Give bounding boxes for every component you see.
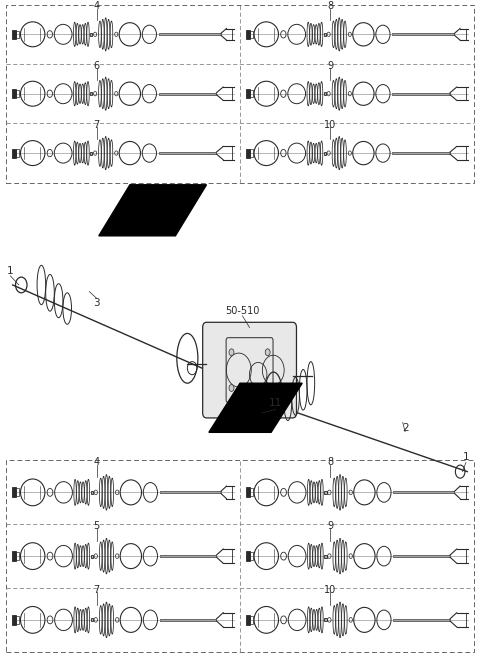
Text: 1: 1 (7, 266, 13, 275)
Bar (16, 150, 19, 157)
Bar (160, 555, 216, 558)
Bar (246, 148, 250, 158)
Bar (246, 488, 250, 498)
Bar (90, 33, 93, 36)
Bar (12, 30, 16, 39)
Bar (324, 33, 326, 36)
Text: 7: 7 (94, 585, 100, 595)
Bar (324, 554, 326, 558)
Circle shape (265, 349, 270, 356)
Text: 9: 9 (327, 61, 333, 71)
Text: 8: 8 (327, 1, 333, 11)
Bar (91, 554, 93, 558)
Bar (159, 93, 216, 95)
Circle shape (229, 349, 234, 356)
Bar (160, 619, 216, 621)
Text: 50-510: 50-510 (225, 306, 260, 316)
Bar (12, 148, 16, 158)
Bar (6, 5, 474, 183)
Text: 4: 4 (94, 1, 100, 11)
Bar (392, 152, 450, 154)
Text: 2: 2 (402, 423, 408, 433)
Bar (250, 552, 253, 560)
Text: 5: 5 (94, 521, 100, 531)
Bar (246, 30, 250, 39)
Bar (12, 615, 16, 625)
Text: 9: 9 (327, 521, 333, 531)
Bar (393, 619, 450, 621)
Text: 1: 1 (463, 452, 469, 462)
Bar (12, 488, 16, 498)
Bar (6, 461, 474, 652)
Circle shape (265, 385, 270, 391)
Text: 4: 4 (94, 457, 100, 467)
FancyBboxPatch shape (203, 322, 297, 418)
Bar (16, 552, 19, 560)
Bar (250, 31, 253, 38)
Bar (91, 618, 93, 621)
Bar (159, 152, 216, 154)
Bar (12, 551, 16, 561)
Text: 6: 6 (94, 61, 100, 71)
Bar (16, 31, 19, 38)
Circle shape (229, 385, 234, 391)
Text: 10: 10 (324, 120, 336, 130)
Bar (250, 90, 253, 98)
Bar (16, 488, 19, 496)
Bar (16, 90, 19, 98)
Bar (392, 34, 455, 36)
Bar (16, 616, 19, 624)
Text: 8: 8 (327, 457, 333, 467)
Bar (393, 555, 450, 558)
Text: 10: 10 (324, 585, 336, 595)
Polygon shape (99, 185, 206, 236)
Bar (250, 616, 253, 624)
Bar (246, 551, 250, 561)
Bar (393, 492, 455, 494)
Bar (324, 152, 326, 155)
Bar (90, 152, 93, 155)
Bar (91, 491, 93, 494)
Bar (324, 92, 326, 95)
Bar (246, 89, 250, 98)
Text: 3: 3 (93, 299, 100, 308)
Bar (12, 89, 16, 98)
Bar (90, 92, 93, 95)
Bar (250, 150, 253, 157)
Bar (324, 618, 326, 621)
Bar (246, 615, 250, 625)
Bar (392, 93, 450, 95)
Polygon shape (209, 384, 302, 432)
Text: 7: 7 (94, 120, 100, 130)
Bar (324, 491, 326, 494)
Bar (250, 488, 253, 496)
Text: 11: 11 (269, 398, 283, 408)
Bar (159, 34, 221, 36)
Bar (160, 492, 221, 494)
